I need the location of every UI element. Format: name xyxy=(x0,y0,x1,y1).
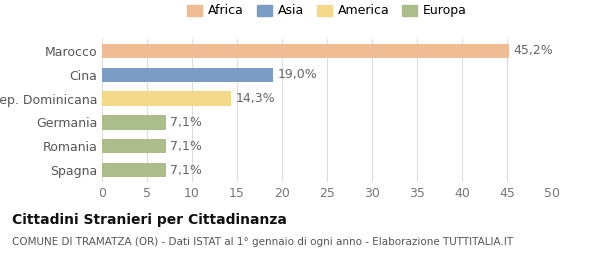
Bar xyxy=(102,139,166,153)
Text: 45,2%: 45,2% xyxy=(514,44,553,57)
Bar xyxy=(102,115,166,129)
Bar xyxy=(102,44,509,58)
Bar xyxy=(102,163,166,177)
Bar xyxy=(102,68,273,82)
Text: 19,0%: 19,0% xyxy=(277,68,317,81)
Text: COMUNE DI TRAMATZA (OR) - Dati ISTAT al 1° gennaio di ogni anno - Elaborazione T: COMUNE DI TRAMATZA (OR) - Dati ISTAT al … xyxy=(12,237,513,246)
Text: 7,1%: 7,1% xyxy=(170,140,202,153)
Text: 14,3%: 14,3% xyxy=(235,92,275,105)
Text: 7,1%: 7,1% xyxy=(170,116,202,129)
Bar xyxy=(102,92,231,106)
Text: Cittadini Stranieri per Cittadinanza: Cittadini Stranieri per Cittadinanza xyxy=(12,213,287,227)
Legend: Africa, Asia, America, Europa: Africa, Asia, America, Europa xyxy=(182,0,472,22)
Text: 7,1%: 7,1% xyxy=(170,164,202,177)
